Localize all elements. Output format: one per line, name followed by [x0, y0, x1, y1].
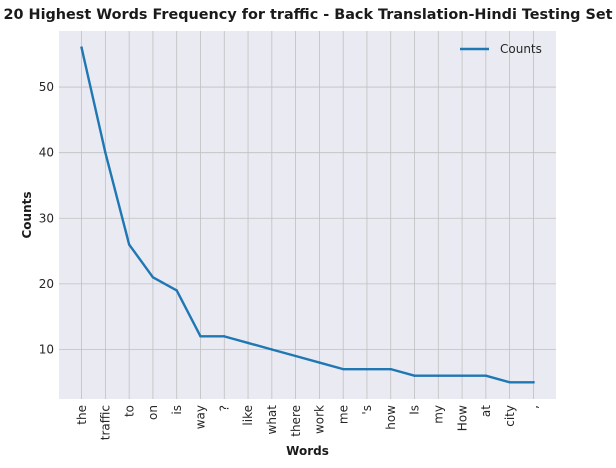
legend-label: Counts: [500, 42, 542, 56]
y-tick-label: 30: [39, 211, 54, 225]
x-tick-label: Is: [408, 405, 422, 415]
data-point: [176, 289, 178, 291]
plot-area: [59, 31, 556, 399]
x-tick-label: ,: [527, 405, 541, 409]
x-tick-label: at: [479, 405, 493, 417]
data-point: [199, 335, 201, 337]
data-point: [152, 276, 154, 278]
x-tick-label: is: [170, 405, 184, 415]
data-point: [128, 243, 130, 245]
y-tick-label: 10: [39, 342, 54, 356]
x-tick-label: like: [241, 405, 255, 426]
x-tick-label: 's: [360, 405, 374, 415]
x-tick-label: my: [431, 405, 445, 424]
x-tick-label: what: [265, 405, 279, 435]
data-point: [485, 375, 487, 377]
x-tick-label: way: [194, 405, 208, 429]
data-point: [366, 368, 368, 370]
y-tick-labels: 10 20 30 40 50: [39, 80, 54, 356]
x-tick-label: work: [313, 405, 327, 434]
data-point: [461, 375, 463, 377]
y-tick-label: 20: [39, 277, 54, 291]
x-tick-labels: the traffic to on is way? like what there work me '…: [75, 405, 541, 440]
y-tick-label: 50: [39, 80, 54, 94]
data-point: [508, 381, 510, 383]
data-point: [104, 151, 106, 153]
y-axis-label: Counts: [20, 191, 34, 238]
x-tick-label: traffic: [99, 405, 113, 440]
x-axis-label: Words: [286, 444, 329, 458]
x-tick-label: the: [75, 405, 89, 425]
data-point: [294, 355, 296, 357]
data-point: [247, 342, 249, 344]
x-tick-label: city: [503, 405, 517, 427]
data-point: [437, 375, 439, 377]
x-tick-label: how: [384, 405, 398, 430]
x-tick-label: to: [122, 405, 136, 417]
x-tick-label: How: [455, 405, 469, 431]
x-tick-label: there: [289, 405, 303, 437]
data-point: [271, 348, 273, 350]
data-point: [413, 375, 415, 377]
data-point: [532, 381, 534, 383]
x-tick-label: ?: [217, 405, 231, 411]
x-tick-label: me: [336, 405, 350, 424]
y-tick-label: 40: [39, 146, 54, 160]
x-tick-label: on: [146, 405, 160, 420]
data-point: [318, 361, 320, 363]
data-point: [223, 335, 225, 337]
data-point: [80, 47, 82, 49]
data-point: [390, 368, 392, 370]
data-point: [342, 368, 344, 370]
